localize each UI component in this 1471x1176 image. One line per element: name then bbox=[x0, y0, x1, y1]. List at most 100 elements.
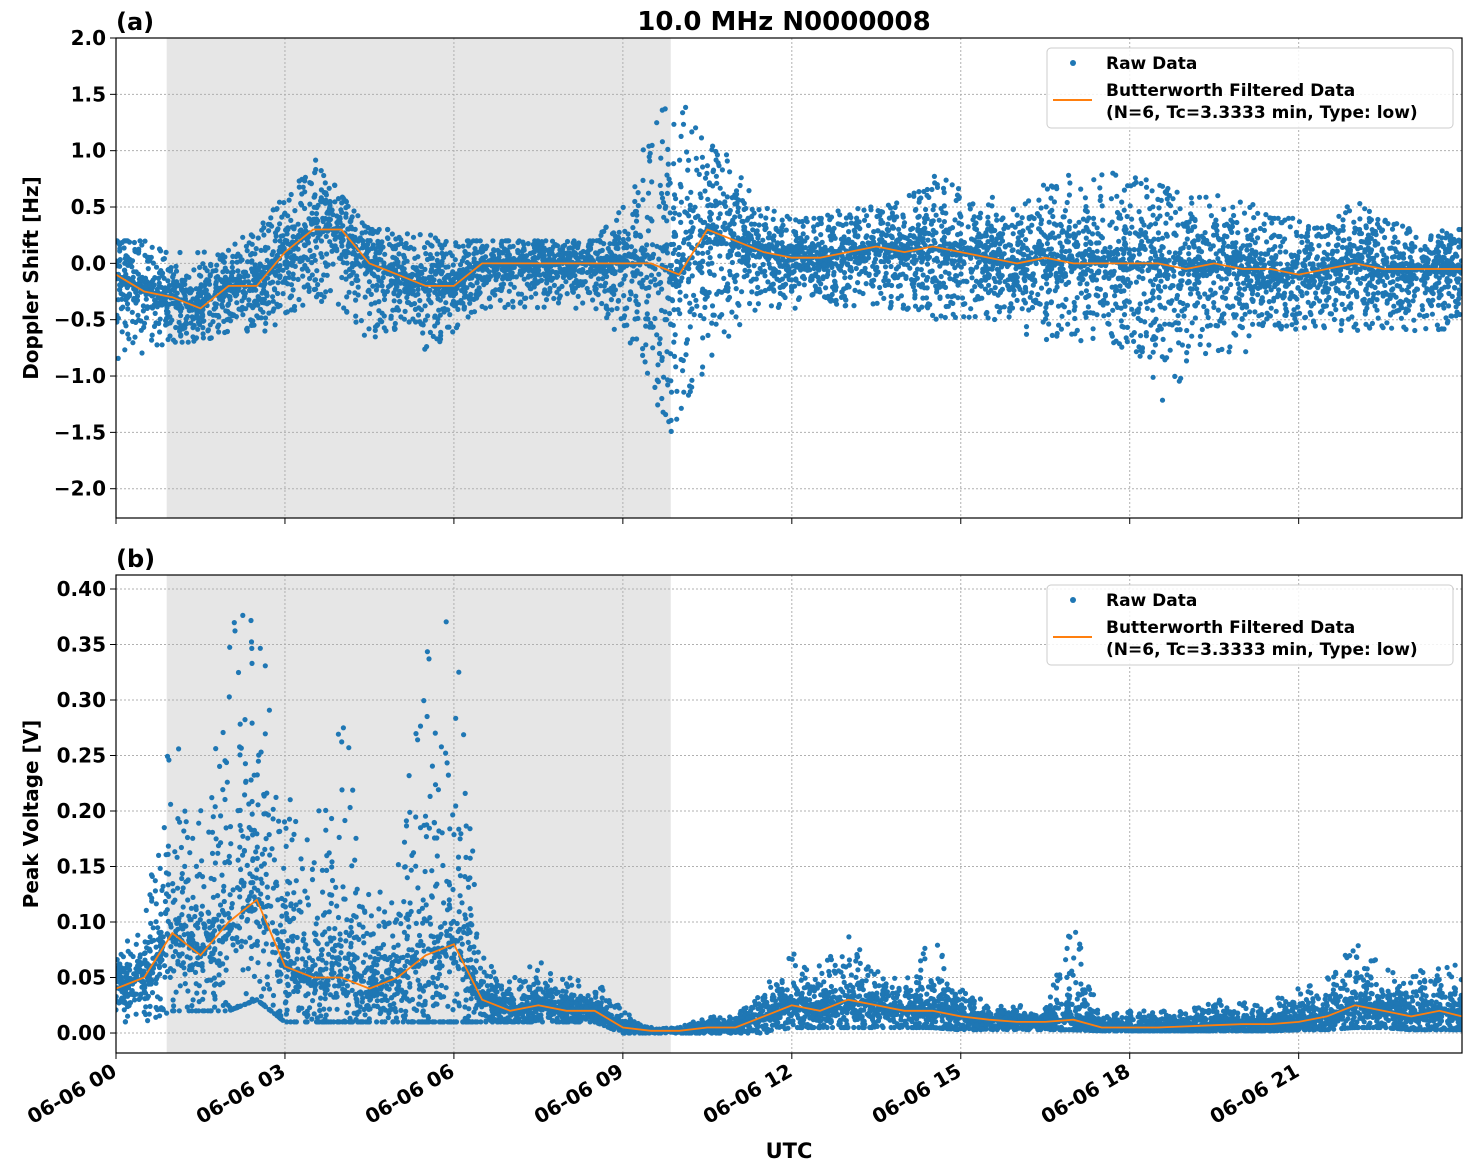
raw-data-point bbox=[879, 259, 884, 264]
raw-data-point bbox=[1053, 288, 1058, 293]
raw-data-point bbox=[500, 267, 505, 272]
raw-data-point bbox=[710, 303, 715, 308]
raw-data-point bbox=[677, 297, 682, 302]
raw-data-point bbox=[1023, 285, 1028, 290]
raw-data-point bbox=[913, 272, 918, 277]
raw-data-point bbox=[918, 232, 923, 237]
raw-data-point bbox=[649, 218, 654, 223]
raw-data-point bbox=[208, 262, 213, 267]
raw-data-point bbox=[1065, 233, 1070, 238]
raw-data-point bbox=[976, 260, 981, 265]
raw-data-point bbox=[231, 269, 236, 274]
raw-data-point bbox=[314, 294, 319, 299]
raw-data-point bbox=[352, 290, 357, 295]
raw-data-point bbox=[1095, 270, 1100, 275]
raw-data-point bbox=[283, 239, 288, 244]
raw-data-point bbox=[717, 253, 722, 258]
raw-data-point bbox=[640, 178, 645, 183]
raw-data-point bbox=[802, 276, 807, 281]
raw-data-point bbox=[939, 274, 944, 279]
raw-data-point bbox=[1094, 292, 1099, 297]
raw-data-point bbox=[739, 175, 744, 180]
raw-data-point bbox=[683, 105, 688, 110]
raw-data-point bbox=[1029, 290, 1034, 295]
raw-data-point bbox=[685, 196, 690, 201]
raw-data-point bbox=[301, 185, 306, 190]
raw-data-point bbox=[1006, 225, 1011, 230]
raw-data-point bbox=[604, 315, 609, 320]
raw-data-point bbox=[686, 242, 691, 247]
raw-data-point bbox=[644, 275, 649, 280]
raw-data-point bbox=[769, 282, 774, 287]
raw-data-point bbox=[917, 197, 922, 202]
raw-data-point bbox=[340, 223, 345, 228]
raw-data-point bbox=[846, 229, 851, 234]
raw-data-point bbox=[162, 276, 167, 281]
raw-data-point bbox=[996, 293, 1001, 298]
raw-data-point bbox=[1036, 241, 1041, 246]
raw-data-point bbox=[419, 307, 424, 312]
raw-data-point bbox=[417, 319, 422, 324]
raw-data-point bbox=[629, 279, 634, 284]
raw-data-point bbox=[398, 314, 403, 319]
raw-data-point bbox=[1066, 173, 1071, 178]
raw-data-point bbox=[1084, 236, 1089, 241]
raw-data-point bbox=[243, 291, 248, 296]
raw-data-point bbox=[960, 295, 965, 300]
raw-data-point bbox=[742, 231, 747, 236]
y-tick-label: 2.0 bbox=[71, 26, 106, 50]
raw-data-point bbox=[270, 309, 275, 314]
raw-data-point bbox=[355, 213, 360, 218]
raw-data-point bbox=[594, 281, 599, 286]
raw-data-point bbox=[200, 325, 205, 330]
raw-data-point bbox=[556, 300, 561, 305]
raw-data-point bbox=[277, 264, 282, 269]
raw-data-point bbox=[245, 326, 250, 331]
raw-data-point bbox=[149, 338, 154, 343]
raw-data-point bbox=[465, 238, 470, 243]
raw-data-point bbox=[573, 306, 578, 311]
raw-data-point bbox=[647, 158, 652, 163]
raw-data-point bbox=[718, 186, 723, 191]
raw-data-point bbox=[990, 267, 995, 272]
raw-data-point bbox=[275, 280, 280, 285]
raw-data-point bbox=[1080, 255, 1085, 260]
raw-data-point bbox=[814, 236, 819, 241]
raw-data-point bbox=[1085, 294, 1090, 299]
raw-data-point bbox=[453, 291, 458, 296]
raw-data-point bbox=[707, 290, 712, 295]
raw-data-point bbox=[126, 336, 131, 341]
raw-data-point bbox=[289, 293, 294, 298]
raw-data-point bbox=[395, 259, 400, 264]
raw-data-point bbox=[734, 286, 739, 291]
raw-data-point bbox=[132, 249, 137, 254]
raw-data-point bbox=[657, 351, 662, 356]
raw-data-point bbox=[636, 203, 641, 208]
raw-data-point bbox=[1052, 221, 1057, 226]
raw-data-point bbox=[854, 266, 859, 271]
raw-data-point bbox=[585, 249, 590, 254]
raw-data-point bbox=[754, 231, 759, 236]
raw-data-point bbox=[779, 225, 784, 230]
raw-data-point bbox=[287, 198, 292, 203]
raw-data-point bbox=[681, 390, 686, 395]
raw-data-point bbox=[694, 304, 699, 309]
raw-data-point bbox=[173, 264, 178, 269]
raw-data-point bbox=[425, 313, 430, 318]
raw-data-point bbox=[1041, 183, 1046, 188]
raw-data-point bbox=[460, 258, 465, 263]
raw-data-point bbox=[526, 273, 531, 278]
raw-data-point bbox=[950, 261, 955, 266]
raw-data-point bbox=[300, 274, 305, 279]
raw-data-point bbox=[488, 304, 493, 309]
raw-data-point bbox=[293, 264, 298, 269]
raw-data-point bbox=[1061, 214, 1066, 219]
raw-data-point bbox=[682, 237, 687, 242]
raw-data-point bbox=[1060, 302, 1065, 307]
raw-data-point bbox=[750, 253, 755, 258]
raw-data-point bbox=[868, 204, 873, 209]
raw-data-point bbox=[433, 235, 438, 240]
raw-data-point bbox=[1036, 301, 1041, 306]
raw-data-point bbox=[123, 323, 128, 328]
raw-data-point bbox=[576, 294, 581, 299]
